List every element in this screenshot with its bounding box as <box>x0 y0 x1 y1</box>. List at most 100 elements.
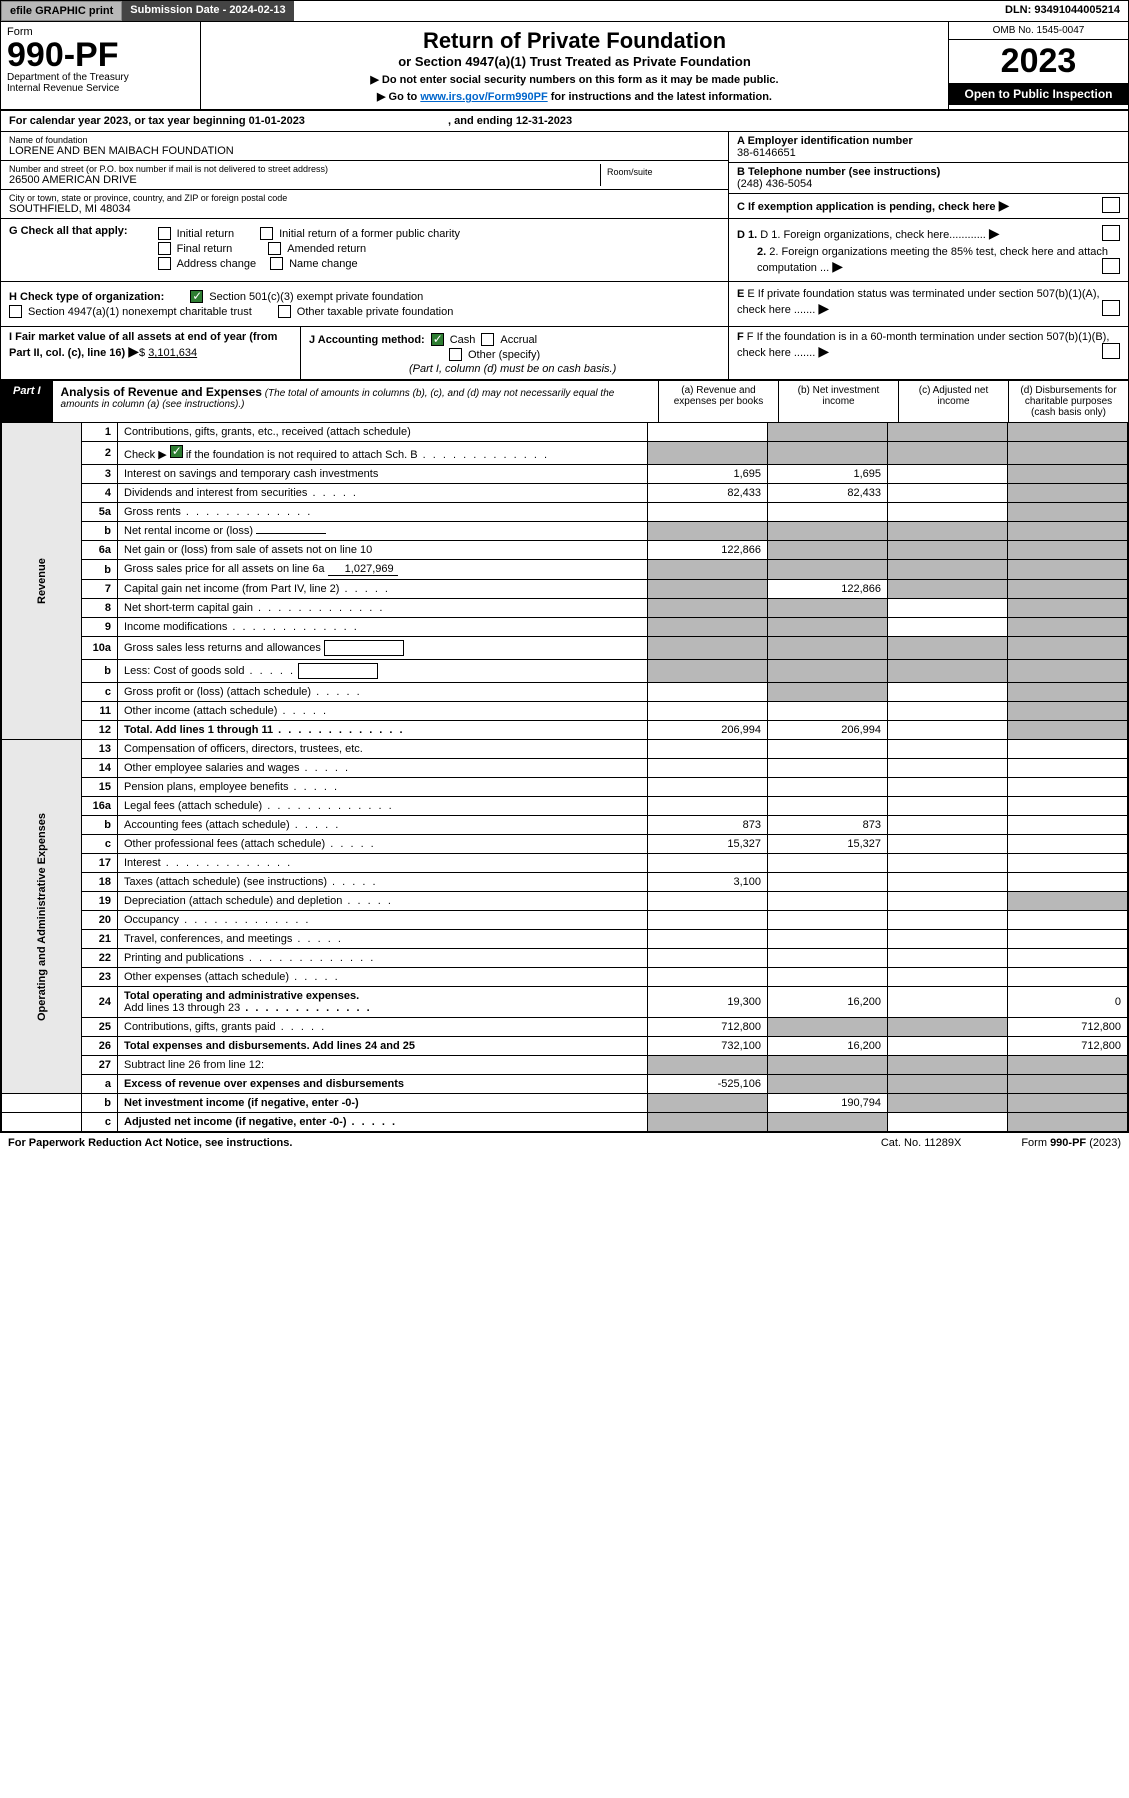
table-row: bNet rental income or (loss) <box>2 522 1128 541</box>
col-a-header: (a) Revenue and expenses per books <box>658 381 778 422</box>
ein-value: 38-6146651 <box>737 147 1120 159</box>
table-row: 22Printing and publications <box>2 949 1128 968</box>
omb-number: OMB No. 1545-0047 <box>949 22 1128 40</box>
table-row: bAccounting fees (attach schedule)873873 <box>2 816 1128 835</box>
city-label: City or town, state or province, country… <box>9 193 720 203</box>
table-row: Revenue 1Contributions, gifts, grants, e… <box>2 423 1128 442</box>
phone-value: (248) 436-5054 <box>737 178 1120 190</box>
tax-year: 2023 <box>949 40 1128 83</box>
calendar-year-row: For calendar year 2023, or tax year begi… <box>1 111 1128 132</box>
f-label: F F If the foundation is in a 60-month t… <box>737 331 1120 360</box>
table-row: 7Capital gain net income (from Part IV, … <box>2 580 1128 599</box>
table-row: 8Net short-term capital gain <box>2 599 1128 618</box>
addr-label: Number and street (or P.O. box number if… <box>9 164 600 174</box>
table-row: cGross profit or (loss) (attach schedule… <box>2 683 1128 702</box>
table-row: 24Total operating and administrative exp… <box>2 987 1128 1018</box>
foundation-name: LORENE AND BEN MAIBACH FOUNDATION <box>9 145 720 157</box>
f-checkbox[interactable] <box>1102 343 1120 359</box>
phone-label: B Telephone number (see instructions) <box>737 166 1120 178</box>
checkbox-other-taxable[interactable] <box>278 305 291 318</box>
checkbox-other-method[interactable] <box>449 348 462 361</box>
j-label: J Accounting method: <box>309 334 425 346</box>
room-suite-label: Room/suite <box>600 164 720 186</box>
table-row: bNet investment income (if negative, ent… <box>2 1094 1128 1113</box>
col-b-header: (b) Net investment income <box>778 381 898 422</box>
table-row: 9Income modifications <box>2 618 1128 637</box>
table-row: 19Depreciation (attach schedule) and dep… <box>2 892 1128 911</box>
form-container: efile GRAPHIC print Submission Date - 20… <box>0 0 1129 1133</box>
ein-label: A Employer identification number <box>737 135 1120 147</box>
info-grid: Name of foundation LORENE AND BEN MAIBAC… <box>1 132 1128 219</box>
d1-label: D 1. D 1. Foreign organizations, check h… <box>737 225 1120 242</box>
note-link: ▶ Go to www.irs.gov/Form990PF for instru… <box>207 90 942 103</box>
efile-button[interactable]: efile GRAPHIC print <box>1 1 122 21</box>
table-row: 2Check ▶ if the foundation is not requir… <box>2 442 1128 465</box>
checkbox-initial-former[interactable] <box>260 227 273 240</box>
table-row: 25Contributions, gifts, grants paid712,8… <box>2 1018 1128 1037</box>
table-row: 20Occupancy <box>2 911 1128 930</box>
table-row: 5aGross rents <box>2 503 1128 522</box>
checkbox-501c3[interactable] <box>190 290 203 303</box>
exemption-checkbox[interactable] <box>1102 197 1120 213</box>
col-c-header: (c) Adjusted net income <box>898 381 1008 422</box>
city-state-zip: SOUTHFIELD, MI 48034 <box>9 203 720 215</box>
table-row: 4Dividends and interest from securities8… <box>2 484 1128 503</box>
footer: For Paperwork Reduction Act Notice, see … <box>0 1133 1129 1153</box>
checkbox-initial-return[interactable] <box>158 227 171 240</box>
part1-title: Analysis of Revenue and Expenses (The to… <box>53 381 658 422</box>
table-row: 27Subtract line 26 from line 12: <box>2 1056 1128 1075</box>
table-row: bLess: Cost of goods sold <box>2 660 1128 683</box>
fmv-value: 3,101,634 <box>148 347 197 359</box>
form-subtitle: or Section 4947(a)(1) Trust Treated as P… <box>207 54 942 69</box>
checkbox-accrual[interactable] <box>481 333 494 346</box>
irs: Internal Revenue Service <box>7 83 194 94</box>
table-row: bGross sales price for all assets on lin… <box>2 560 1128 580</box>
e-checkbox[interactable] <box>1102 300 1120 316</box>
form-header: Form 990-PF Department of the Treasury I… <box>1 22 1128 111</box>
part1-header: Part I Analysis of Revenue and Expenses … <box>1 381 1128 422</box>
col-d-header: (d) Disbursements for charitable purpose… <box>1008 381 1128 422</box>
table-row: 12Total. Add lines 1 through 11206,99420… <box>2 721 1128 740</box>
table-row: 26Total expenses and disbursements. Add … <box>2 1037 1128 1056</box>
form-number: 990-PF <box>7 38 194 72</box>
table-row: 23Other expenses (attach schedule) <box>2 968 1128 987</box>
table-row: cOther professional fees (attach schedul… <box>2 835 1128 854</box>
section-g-d: G Check all that apply: Initial return I… <box>1 219 1128 282</box>
part1-label: Part I <box>1 381 53 422</box>
note-ssn: ▶ Do not enter social security numbers o… <box>207 73 942 86</box>
checkbox-cash[interactable] <box>431 333 444 346</box>
expenses-side-label: Operating and Administrative Expenses <box>2 740 82 1094</box>
table-row: cAdjusted net income (if negative, enter… <box>2 1113 1128 1132</box>
name-label: Name of foundation <box>9 135 720 145</box>
revenue-side-label: Revenue <box>2 423 82 740</box>
section-ij-f: I Fair market value of all assets at end… <box>1 327 1128 381</box>
footer-form: Form 990-PF (2023) <box>1021 1137 1121 1149</box>
g-label: G Check all that apply: <box>9 225 128 237</box>
dept: Department of the Treasury <box>7 72 194 83</box>
checkbox-final-return[interactable] <box>158 242 171 255</box>
d2-checkbox[interactable] <box>1102 258 1120 274</box>
table-row: aExcess of revenue over expenses and dis… <box>2 1075 1128 1094</box>
table-row: Operating and Administrative Expenses 13… <box>2 740 1128 759</box>
checkbox-schb[interactable] <box>170 445 183 458</box>
irs-link[interactable]: www.irs.gov/Form990PF <box>420 91 547 103</box>
checkbox-address-change[interactable] <box>158 257 171 270</box>
submission-date: Submission Date - 2024-02-13 <box>122 1 293 21</box>
table-row: 21Travel, conferences, and meetings <box>2 930 1128 949</box>
top-bar: efile GRAPHIC print Submission Date - 20… <box>1 1 1128 22</box>
checkbox-4947[interactable] <box>9 305 22 318</box>
checkbox-name-change[interactable] <box>270 257 283 270</box>
d1-checkbox[interactable] <box>1102 225 1120 241</box>
table-row: 11Other income (attach schedule) <box>2 702 1128 721</box>
inspection-badge: Open to Public Inspection <box>949 83 1128 105</box>
h-label: H Check type of organization: <box>9 291 164 303</box>
i-label: I Fair market value of all assets at end… <box>9 331 277 359</box>
d2-label: 2. 2. Foreign organizations meeting the … <box>737 246 1120 275</box>
table-row: 3Interest on savings and temporary cash … <box>2 465 1128 484</box>
part1-table: Revenue 1Contributions, gifts, grants, e… <box>1 422 1128 1132</box>
e-label: E E If private foundation status was ter… <box>737 288 1120 317</box>
checkbox-amended[interactable] <box>268 242 281 255</box>
exemption-label: C If exemption application is pending, c… <box>737 201 996 213</box>
footer-cat: Cat. No. 11289X <box>881 1137 962 1149</box>
arrow-icon: ▶ <box>999 197 1010 213</box>
